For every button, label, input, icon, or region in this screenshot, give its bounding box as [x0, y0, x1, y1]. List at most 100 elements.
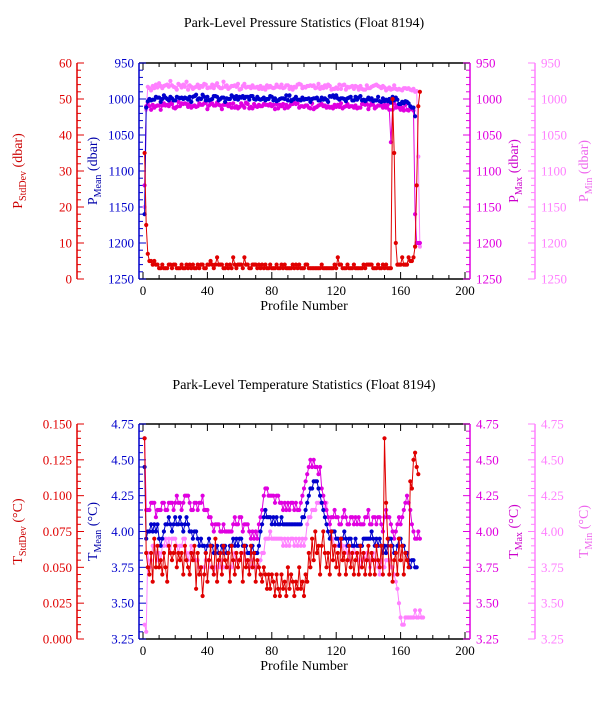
- data-point-max: [364, 515, 369, 520]
- data-point-min: [377, 572, 382, 577]
- data-point-mean: [269, 522, 274, 527]
- data-point-mean: [376, 94, 381, 99]
- data-point-min: [363, 87, 368, 92]
- x-tick-label: 80: [265, 283, 278, 298]
- data-point-stddev: [305, 579, 310, 584]
- data-point-max: [271, 493, 276, 498]
- data-point-max: [229, 105, 234, 110]
- data-point-mean: [182, 522, 187, 527]
- y-axis-label-symbol: T: [577, 549, 592, 558]
- data-point-min: [301, 543, 307, 548]
- data-point-mean: [343, 536, 348, 541]
- data-point-stddev: [269, 572, 274, 577]
- y-axis-label-subscript: StdDev: [18, 526, 29, 556]
- data-point-mean: [186, 522, 191, 527]
- data-point-stddev: [388, 266, 393, 271]
- data-point-stddev: [340, 558, 345, 563]
- y-axis-label-unit: (dbar): [11, 133, 26, 171]
- data-point-stddev: [372, 572, 377, 577]
- data-point-stddev: [218, 550, 223, 556]
- data-point-max: [311, 457, 316, 462]
- data-point-stddev: [229, 543, 234, 548]
- data-point-stddev: [271, 579, 276, 584]
- data-point-max: [305, 472, 310, 477]
- data-point-mean: [285, 98, 290, 103]
- data-point-max: [371, 102, 376, 107]
- data-point-max: [247, 529, 252, 534]
- data-point-stddev: [210, 262, 215, 267]
- data-point-stddev: [158, 558, 163, 563]
- data-point-mean: [342, 529, 347, 534]
- data-point-mean: [149, 522, 154, 527]
- data-point-mean: [411, 558, 416, 563]
- data-point-max: [297, 507, 302, 513]
- data-point-max: [187, 500, 192, 505]
- data-point-mean: [282, 96, 287, 102]
- y-tick-label-min: 3.75: [541, 560, 564, 575]
- data-point-stddev: [366, 543, 371, 548]
- data-point-stddev: [279, 262, 284, 267]
- data-point-stddev: [160, 572, 165, 577]
- data-point-stddev: [186, 565, 191, 570]
- data-point-stddev: [221, 543, 226, 548]
- data-point-max: [256, 522, 261, 527]
- data-point-mean: [324, 522, 329, 527]
- data-point-stddev: [330, 266, 336, 271]
- data-point-max: [271, 102, 276, 107]
- data-point-min: [393, 579, 398, 584]
- data-point-stddev: [205, 579, 210, 584]
- data-point-max: [211, 529, 216, 534]
- data-point-stddev: [345, 558, 350, 563]
- data-point-max: [369, 522, 374, 527]
- data-point-stddev: [353, 558, 358, 563]
- y-axis-mean: 3.25 3.50 3.75 4.00 4.25 4.50 4.75 TMean (°C): [86, 417, 146, 647]
- y-axis-label-max: PMax (dbar): [507, 139, 525, 203]
- data-point-stddev: [384, 500, 389, 505]
- data-point-min: [335, 86, 340, 91]
- data-point-stddev: [179, 550, 184, 556]
- data-point-stddev: [292, 266, 297, 271]
- data-point-mean: [269, 94, 274, 99]
- data-point-stddev: [253, 579, 258, 584]
- data-point-mean: [206, 536, 212, 541]
- temperature-panel: Park-Level Temperature Statistics (Float…: [11, 378, 595, 674]
- data-point-stddev: [295, 586, 300, 591]
- data-point-max: [372, 515, 377, 520]
- data-point-max: [377, 515, 382, 520]
- data-point-max: [237, 104, 242, 109]
- data-point-stddev: [369, 262, 374, 267]
- data-point-min: [166, 536, 171, 541]
- data-point-max: [200, 493, 205, 498]
- data-point-stddev: [190, 262, 195, 267]
- data-point-stddev: [219, 262, 224, 267]
- data-point-max: [330, 515, 336, 520]
- y-tick-label-mean: 4.00: [111, 524, 134, 539]
- data-point-stddev: [155, 262, 160, 267]
- data-point-stddev: [144, 222, 149, 228]
- y-axis-label-symbol: T: [11, 556, 26, 565]
- data-point-stddev: [334, 266, 339, 271]
- data-point-min: [142, 622, 147, 627]
- data-point-stddev: [390, 96, 395, 102]
- data-point-mean: [260, 522, 265, 527]
- data-point-min: [392, 83, 397, 88]
- data-point-stddev: [158, 266, 163, 271]
- data-point-min: [417, 244, 422, 249]
- x-tick-label: 160: [391, 643, 411, 658]
- data-point-mean: [161, 529, 166, 534]
- data-point-mean: [194, 529, 199, 534]
- data-point-max: [417, 536, 422, 541]
- data-point-max: [380, 529, 385, 534]
- data-point-stddev: [403, 550, 408, 556]
- data-point-min: [337, 82, 342, 87]
- data-point-mean: [194, 92, 199, 97]
- data-point-stddev: [377, 565, 382, 570]
- data-point-stddev: [184, 558, 189, 563]
- data-point-max: [231, 522, 236, 527]
- data-point-stddev: [163, 565, 168, 570]
- y-tick-label-stddev: 0.125: [43, 452, 72, 467]
- data-point-stddev: [334, 565, 339, 570]
- data-point-stddev: [234, 266, 239, 271]
- data-point-mean: [179, 522, 184, 527]
